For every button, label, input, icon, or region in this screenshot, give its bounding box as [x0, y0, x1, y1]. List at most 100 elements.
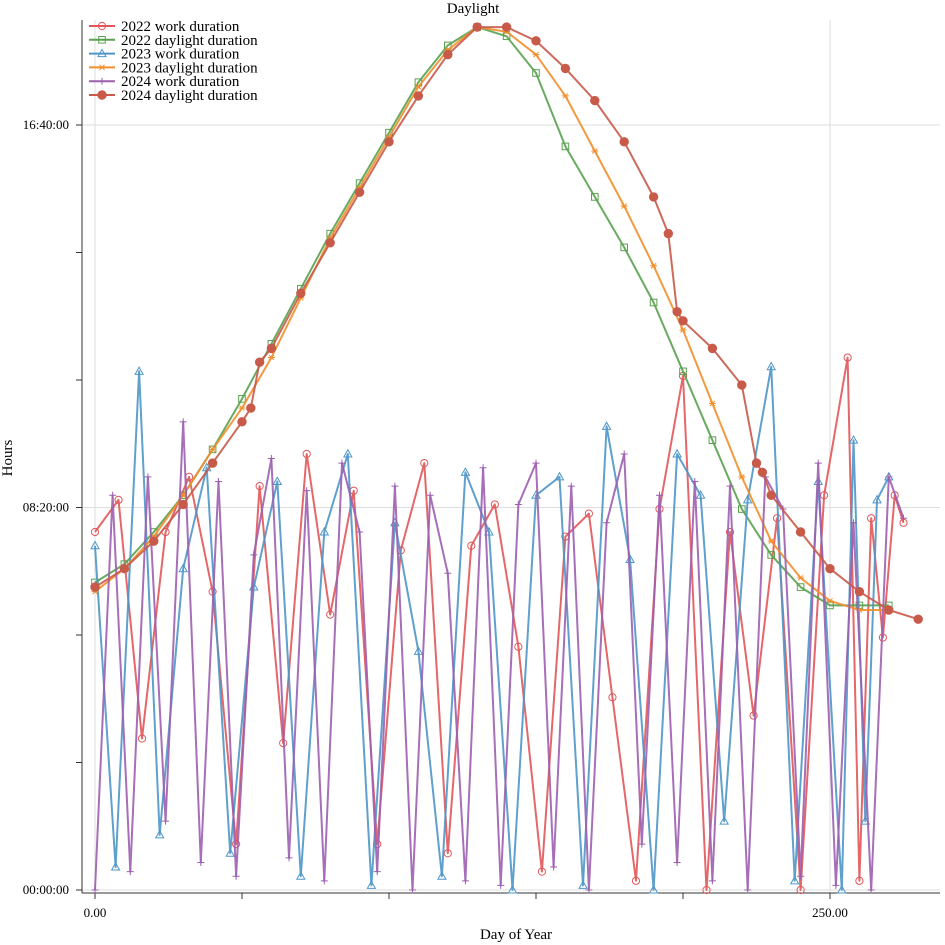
data-point: [848, 434, 859, 444]
data-point: [209, 446, 217, 453]
data-point: [514, 500, 522, 508]
data-point: [554, 471, 565, 481]
data-point: [867, 886, 875, 894]
series-line-2023-daylight-duration: [94, 26, 889, 611]
data-point: [578, 880, 588, 889]
data-point: [608, 693, 617, 702]
legend-label: 2022 daylight duration: [121, 33, 258, 49]
data-point: [413, 91, 424, 101]
data-point: [437, 871, 447, 880]
data-point: [719, 815, 730, 825]
data-point: [620, 243, 629, 252]
data-point: [443, 49, 453, 60]
data-point: [514, 642, 523, 651]
data-point: [854, 586, 865, 597]
data-point: [663, 228, 673, 239]
data-point: [672, 306, 682, 317]
data-point: [679, 327, 687, 333]
data-point: [326, 610, 335, 619]
data-point: [767, 538, 775, 545]
data-point: [738, 474, 746, 480]
data-point: [114, 495, 123, 504]
data-point: [796, 583, 805, 591]
data-point: [479, 464, 487, 472]
data-point: [178, 563, 189, 573]
data-point: [638, 840, 646, 848]
data-point: [134, 366, 144, 375]
legend-swatch-marker: [98, 36, 106, 44]
data-point: [679, 367, 687, 376]
data-point: [767, 551, 776, 559]
legend-item-2023-daylight-duration: 2023 daylight duration: [89, 60, 258, 76]
data-point: [237, 417, 247, 427]
data-point: [154, 829, 165, 839]
legend-swatch-marker: [98, 64, 106, 71]
data-point: [501, 22, 512, 32]
data-point: [826, 601, 834, 610]
data-point: [648, 192, 659, 202]
data-point: [413, 646, 424, 655]
data-point: [591, 193, 599, 201]
data-point: [843, 353, 852, 362]
series-line-2024-work-duration: [94, 420, 905, 891]
data-point: [649, 298, 658, 307]
legend-item-2024-work-duration: 2024 work duration: [89, 74, 240, 90]
data-point: [162, 817, 170, 825]
data-point: [603, 519, 611, 527]
series-2024-daylight-duration: [90, 22, 923, 624]
data-point: [672, 448, 682, 458]
legend-swatch-marker: [98, 77, 106, 85]
data-point: [797, 872, 805, 880]
data-point: [585, 886, 593, 894]
data-point: [137, 734, 147, 743]
data-point: [532, 459, 540, 467]
data-point: [601, 421, 612, 430]
data-point: [826, 597, 834, 604]
data-point: [550, 863, 558, 871]
data-point: [737, 380, 747, 390]
data-point: [90, 540, 100, 550]
data-point: [872, 494, 882, 504]
data-point: [238, 405, 246, 411]
y-axis-title: Hours: [0, 440, 16, 477]
chart-title: Daylight: [447, 1, 500, 17]
legend-item-2022-daylight-duration: 2022 daylight duration: [89, 33, 258, 49]
data-point: [708, 400, 716, 407]
data-point: [91, 886, 99, 894]
x-tick-label: 0.00: [84, 905, 107, 920]
data-point: [619, 137, 629, 147]
data-point: [461, 877, 469, 885]
data-point: [797, 575, 805, 581]
x-axis-title: Day of Year: [480, 927, 552, 943]
data-point: [149, 536, 159, 546]
data-point: [884, 605, 894, 615]
data-point: [490, 500, 499, 509]
data-point: [650, 262, 658, 269]
data-point: [836, 884, 847, 894]
data-point: [232, 872, 240, 880]
y-tick-label: 00:00:00: [23, 882, 69, 897]
data-point: [444, 569, 452, 577]
series-2023-daylight-duration: [91, 24, 893, 613]
data-point: [814, 459, 822, 467]
data-point: [246, 403, 256, 413]
series-line-2024-daylight-duration: [94, 26, 919, 621]
data-point: [591, 148, 599, 154]
data-point: [726, 482, 734, 490]
legend-swatch-marker: [97, 90, 107, 100]
data-point: [825, 564, 835, 574]
data-point: [673, 858, 681, 866]
series-layer: [90, 22, 923, 895]
y-tick-label: 08:20:00: [23, 500, 69, 515]
data-point: [119, 564, 130, 574]
data-point: [561, 93, 569, 99]
data-point: [567, 482, 575, 490]
data-point: [232, 840, 241, 849]
series-2022-daylight-duration: [91, 23, 893, 610]
legend-label: 2022 work duration: [121, 19, 240, 35]
data-point: [532, 51, 540, 58]
data-point: [144, 473, 152, 481]
data-point: [708, 436, 717, 444]
data-point: [303, 487, 311, 495]
